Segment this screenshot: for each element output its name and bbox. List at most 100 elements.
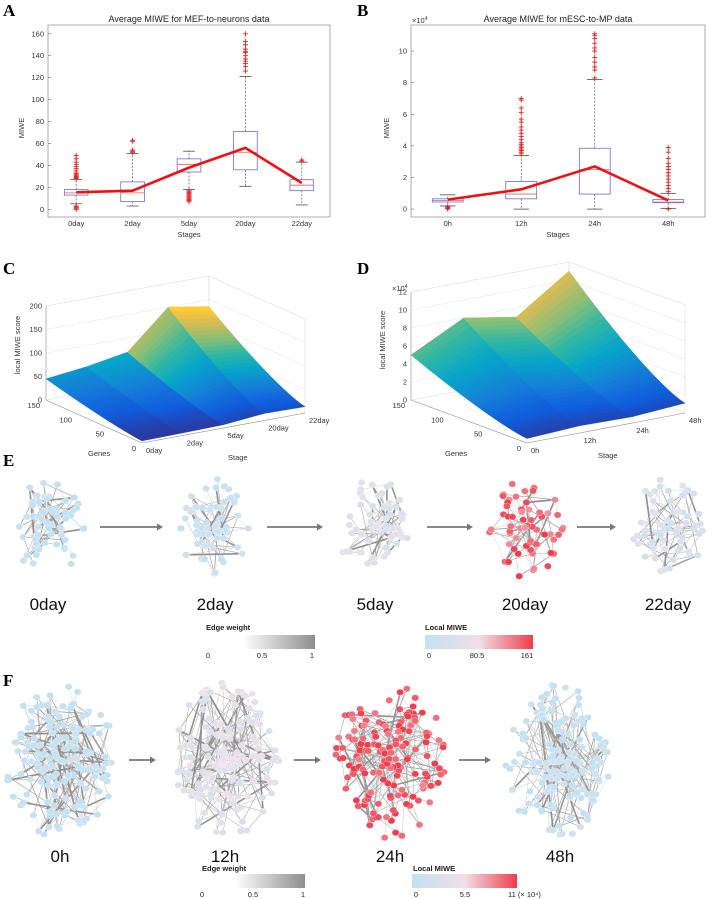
gene-node: [361, 769, 369, 777]
genes-tick-label: 0: [517, 444, 521, 453]
gene-node: [229, 774, 238, 781]
gene-node: [238, 818, 247, 825]
gene-node: [98, 774, 107, 782]
gene-node: [234, 512, 242, 519]
z-tick-label: 2: [403, 378, 407, 387]
network-edge: [400, 737, 444, 745]
gene-node: [14, 747, 22, 755]
gene-node: [265, 727, 273, 735]
y-tick-label: 140: [31, 51, 44, 60]
gene-node: [364, 560, 372, 567]
gene-node: [669, 556, 677, 564]
y-tick-label: 2: [403, 173, 407, 182]
gene-node: [512, 534, 521, 542]
gene-node: [175, 767, 184, 774]
gene-node: [404, 712, 412, 720]
gene-node: [540, 716, 548, 723]
network-edge: [528, 509, 563, 530]
edge-weight-legend-e: Edge weight 0 0.5 1: [206, 623, 315, 660]
genes-tick-label: 100: [59, 415, 72, 424]
gene-node: [17, 734, 25, 741]
stage-tick-label: 0day: [146, 446, 163, 455]
gene-node: [213, 475, 222, 483]
gene-node: [57, 531, 66, 539]
z-tick-label: 100: [29, 349, 42, 358]
gene-node: [656, 483, 664, 490]
gene-node: [53, 513, 62, 520]
gene-node: [205, 506, 214, 514]
gene-node: [366, 821, 374, 829]
gene-node: [649, 497, 658, 505]
gene-node: [398, 515, 406, 523]
network-edge: [393, 771, 445, 787]
gene-node: [207, 541, 215, 549]
gene-node: [199, 706, 208, 713]
y-axis-label: MIWE: [382, 118, 391, 138]
gene-node: [409, 793, 417, 801]
network-5day: 5day: [339, 479, 412, 614]
network-edge: [364, 725, 388, 732]
gene-node: [217, 514, 226, 522]
gene-node: [200, 542, 209, 550]
gene-node: [61, 536, 69, 544]
gene-node: [76, 798, 84, 805]
outlier-marker: [665, 144, 671, 150]
network-edge: [511, 715, 543, 791]
gene-node: [547, 707, 556, 715]
gene-node: [244, 525, 252, 532]
gene-node: [34, 827, 43, 835]
grid-line: [45, 275, 306, 320]
gene-node: [634, 540, 642, 548]
gene-node: [45, 754, 54, 762]
y-tick-label: 40: [36, 161, 44, 170]
gene-node: [211, 522, 220, 530]
gene-node: [338, 744, 347, 752]
genes-tick-label: 50: [96, 430, 104, 439]
gene-node: [352, 797, 361, 804]
gene-node: [238, 550, 246, 558]
gene-node: [243, 714, 252, 722]
gene-node: [565, 792, 574, 800]
gene-node: [409, 703, 417, 710]
legend-title: Local MIWE: [425, 623, 467, 632]
gene-node: [73, 688, 82, 696]
gene-node: [34, 531, 43, 539]
gene-node: [559, 780, 568, 788]
gene-node: [61, 734, 70, 742]
legend-tick: 0.5: [257, 651, 267, 660]
z-multiplier-exponent: 4: [405, 284, 408, 290]
gene-node: [187, 492, 196, 500]
gene-node: [526, 537, 535, 545]
panel-label-f: F: [3, 671, 13, 690]
network-12h: 12h: [174, 679, 283, 866]
gene-node: [364, 747, 372, 755]
gene-node: [676, 544, 684, 552]
gene-node: [522, 717, 531, 725]
gene-node: [578, 767, 587, 774]
gene-node: [354, 802, 362, 810]
gene-node: [573, 789, 582, 796]
gene-node: [345, 548, 354, 556]
stage-label: 5day: [357, 595, 394, 614]
network-edge: [342, 747, 394, 811]
network-edge: [57, 516, 74, 556]
gene-node: [555, 822, 563, 830]
gene-node: [506, 765, 514, 773]
gene-node: [211, 569, 219, 576]
gene-node: [202, 485, 210, 492]
stage-label: 0h: [51, 847, 70, 866]
gene-node: [53, 822, 61, 830]
gene-node: [69, 724, 77, 732]
network-edge: [84, 795, 109, 809]
network-edge: [49, 758, 84, 821]
gene-node: [188, 743, 196, 751]
gene-node: [66, 704, 75, 712]
network-edge: [551, 790, 581, 828]
gene-node: [566, 814, 575, 822]
gene-node: [74, 763, 83, 770]
gene-node: [350, 736, 359, 743]
edge-weight-colorbar: [243, 635, 315, 649]
x-tick-label: 22day: [292, 219, 313, 228]
network-edge: [359, 518, 387, 553]
gene-node: [508, 480, 517, 488]
